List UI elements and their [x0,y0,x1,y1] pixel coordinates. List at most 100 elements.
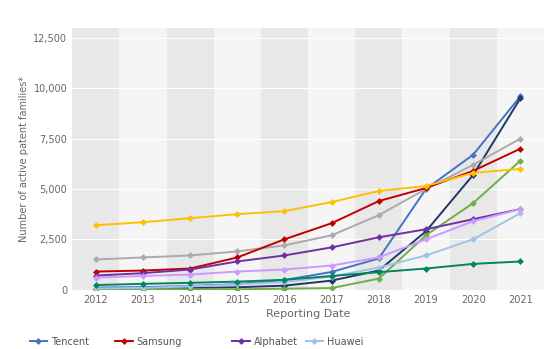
Baidu [93,287,99,291]
Company B [140,255,147,260]
Intel [517,207,524,211]
Microsoft [470,171,477,175]
Apple [470,262,477,266]
Y-axis label: Number of active patent families*: Number of active patent families* [19,76,29,242]
Microsoft [517,167,524,171]
Ping An Insurance [281,287,287,291]
Baidu [329,279,335,283]
Tencent [517,94,524,98]
Huawei [187,284,194,289]
Intel [376,255,382,260]
Samsung [140,268,147,273]
Apple [376,270,382,274]
Ping An Insurance [423,233,430,237]
Intel [93,275,99,280]
Intel [140,274,147,278]
Tencent [376,257,382,261]
Baidu [470,173,477,177]
Ping An Insurance [376,276,382,281]
Huawei [329,274,335,279]
Microsoft [423,184,430,188]
Microsoft [187,216,194,220]
Apple [187,281,194,285]
Baidu [140,287,147,291]
Legend: Tencent, Baidu, Company B, Samsung, Ping An Insurance, Microsoft, Alphabet, Inte: Tencent, Baidu, Company B, Samsung, Ping… [30,337,364,349]
Huawei [376,266,382,270]
Alphabet [93,274,99,278]
Samsung [281,237,287,242]
Samsung [187,266,194,270]
Samsung [470,169,477,173]
Tencent [140,285,147,289]
Ping An Insurance [470,201,477,205]
Alphabet [187,267,194,272]
Apple [140,282,147,286]
Huawei [140,286,147,290]
Apple [423,266,430,270]
Microsoft [329,200,335,204]
Alphabet [281,253,287,258]
Apple [281,278,287,282]
Samsung [93,269,99,274]
Alphabet [470,217,477,221]
Microsoft [140,220,147,224]
Apple [329,274,335,278]
Tencent [93,285,99,290]
Ping An Insurance [517,159,524,163]
Apple [234,280,241,284]
Huawei [93,287,99,291]
Tencent [234,282,241,286]
Line: Microsoft: Microsoft [93,166,523,228]
Company B [187,253,194,258]
Company B [281,243,287,247]
Baidu [281,283,287,288]
Baidu [517,96,524,101]
Company B [234,249,241,253]
Tencent [470,153,477,157]
Line: Baidu: Baidu [93,96,523,291]
Company B [93,257,99,261]
Huawei [281,280,287,284]
Samsung [423,186,430,190]
Microsoft [93,223,99,227]
Line: Alphabet: Alphabet [93,207,523,278]
Bar [402,28,450,290]
Line: Apple: Apple [93,259,523,288]
Tencent [423,187,430,191]
Alphabet [234,259,241,263]
Ping An Insurance [93,287,99,291]
Bar [166,28,214,290]
Intel [187,273,194,277]
Company B [423,187,430,191]
X-axis label: Reporting Date: Reporting Date [266,309,350,319]
Company B [517,136,524,141]
Intel [234,269,241,274]
Apple [93,283,99,287]
Tencent [187,284,194,288]
Huawei [517,211,524,215]
Microsoft [234,212,241,216]
Bar [497,28,544,290]
Alphabet [329,245,335,250]
Alphabet [517,207,524,211]
Huawei [470,237,477,242]
Tencent [281,278,287,282]
Company B [376,213,382,217]
Bar [72,28,119,290]
Apple [517,259,524,263]
Line: Company B: Company B [93,136,523,262]
Line: Samsung: Samsung [93,146,523,274]
Bar [308,28,355,290]
Huawei [234,282,241,287]
Ping An Insurance [234,287,241,291]
Intel [329,263,335,268]
Line: Tencent: Tencent [93,94,523,290]
Company B [329,233,335,237]
Baidu [423,229,430,233]
Ping An Insurance [140,287,147,291]
Intel [281,267,287,272]
Intel [423,237,430,242]
Alphabet [140,271,147,275]
Samsung [329,221,335,225]
Tencent [329,270,335,274]
